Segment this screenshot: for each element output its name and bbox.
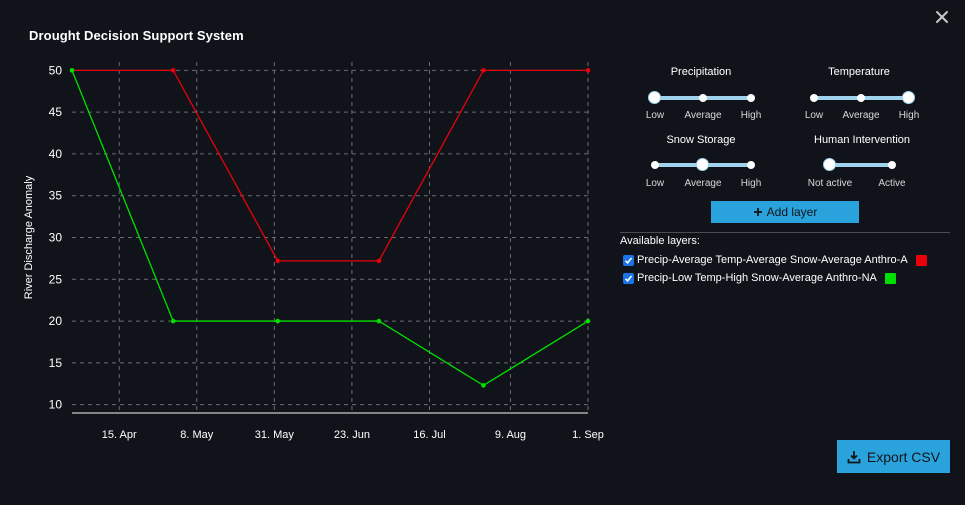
series-line-1 (71, 70, 589, 387)
y-tick-label: 50 (49, 63, 63, 77)
temperature-low-label: Low (804, 110, 824, 121)
human-intervention-slider[interactable] (823, 158, 896, 172)
temperature-title: Temperature (828, 66, 890, 78)
y-tick-label: 40 (49, 147, 63, 161)
data-point[interactable] (376, 318, 382, 324)
precipitation-slider[interactable] (648, 91, 755, 105)
export-csv-label: Export CSV (866, 448, 941, 465)
x-tick-label: 16. Jul (413, 429, 445, 441)
active-label: Active (878, 178, 906, 189)
x-tick-label: 9. Aug (495, 429, 526, 441)
y-axis-label: River Discharge Anomaly (23, 175, 35, 299)
human-intervention-title: Human Intervention (814, 134, 910, 146)
y-tick-label: 15 (49, 356, 63, 370)
data-point[interactable] (481, 383, 486, 388)
data-point[interactable] (585, 318, 591, 324)
precipitation-title: Precipitation (670, 66, 732, 78)
plus-icon (753, 208, 762, 216)
slider-handle[interactable] (902, 91, 915, 104)
y-tick-label: 35 (49, 189, 63, 203)
add-layer-button[interactable]: Add layer (711, 201, 859, 223)
precipitation-average-label: Average (684, 110, 722, 121)
data-point[interactable] (585, 68, 591, 73)
temperature-high-label: High (898, 110, 920, 121)
layers-divider (620, 232, 950, 233)
available-layers-title: Available layers: (620, 235, 700, 247)
x-tick-label: 23. Jun (334, 429, 370, 441)
x-tick-label: 15. Apr (102, 429, 137, 441)
y-tick-label: 25 (49, 272, 63, 286)
snow-storage-title: Snow Storage (666, 134, 736, 146)
slider-handle[interactable] (648, 91, 661, 104)
precipitation-low-label: Low (645, 110, 665, 121)
y-tick-label: 30 (49, 231, 63, 245)
y-tick-label: 10 (49, 398, 63, 412)
x-tick-label: 31. May (255, 429, 295, 441)
temperature-average-label: Average (842, 110, 880, 121)
slider-handle[interactable] (696, 158, 709, 171)
layer-label: Precip-Average Temp-Average Snow-Average… (637, 254, 908, 266)
data-point[interactable] (170, 318, 176, 324)
snow-storage-slider[interactable] (651, 158, 755, 172)
layer-item: Precip-Average Temp-Average Snow-Average… (623, 254, 927, 266)
data-point[interactable] (275, 258, 281, 264)
not-active-label: Not active (807, 178, 853, 189)
layer-checkbox[interactable] (623, 254, 634, 266)
snow-storage-high-label: High (740, 178, 762, 189)
data-point[interactable] (170, 68, 176, 73)
layer-item: Precip-Low Temp-High Snow-Average Anthro… (623, 272, 896, 284)
layer-color-swatch (915, 254, 927, 266)
x-tick-label: 8. May (180, 429, 214, 441)
x-tick-label: 1. Sep (572, 429, 604, 441)
layer-label: Precip-Low Temp-High Snow-Average Anthro… (637, 272, 877, 284)
precipitation-high-label: High (740, 110, 762, 121)
layer-color-swatch (884, 272, 896, 284)
check-icon (624, 256, 633, 264)
slider-handle[interactable] (823, 158, 836, 171)
discharge-chart: 10 15 20 25 30 35 40 45 50 15. Apr 8. May 31. May 23… (23, 62, 604, 441)
data-point[interactable] (481, 68, 486, 73)
y-tick-label: 20 (49, 314, 63, 328)
snow-storage-average-label: Average (684, 178, 722, 189)
add-layer-label: Add layer (766, 205, 818, 219)
app-title: Drought Decision Support System (29, 28, 244, 43)
temperature-slider[interactable] (810, 91, 915, 105)
download-icon (847, 450, 861, 463)
layer-checkbox[interactable] (623, 272, 634, 284)
close-icon[interactable] (933, 8, 951, 26)
snow-storage-low-label: Low (645, 178, 665, 189)
data-point[interactable] (69, 68, 75, 73)
series-line-0 (72, 69, 588, 262)
y-tick-label: 45 (49, 105, 63, 119)
data-point[interactable] (275, 318, 281, 324)
check-icon (624, 274, 633, 282)
data-point[interactable] (376, 258, 382, 264)
export-csv-button[interactable]: Export CSV (837, 440, 950, 473)
